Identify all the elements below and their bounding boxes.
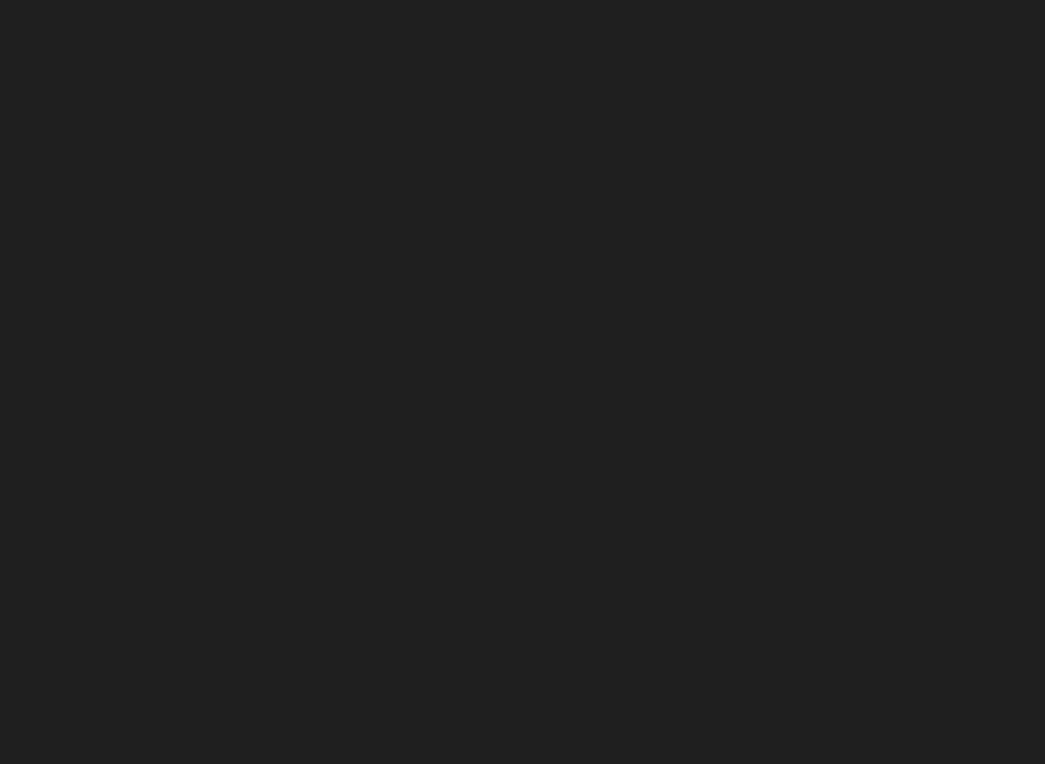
- spreadsheet-grid[interactable]: [0, 0, 1045, 764]
